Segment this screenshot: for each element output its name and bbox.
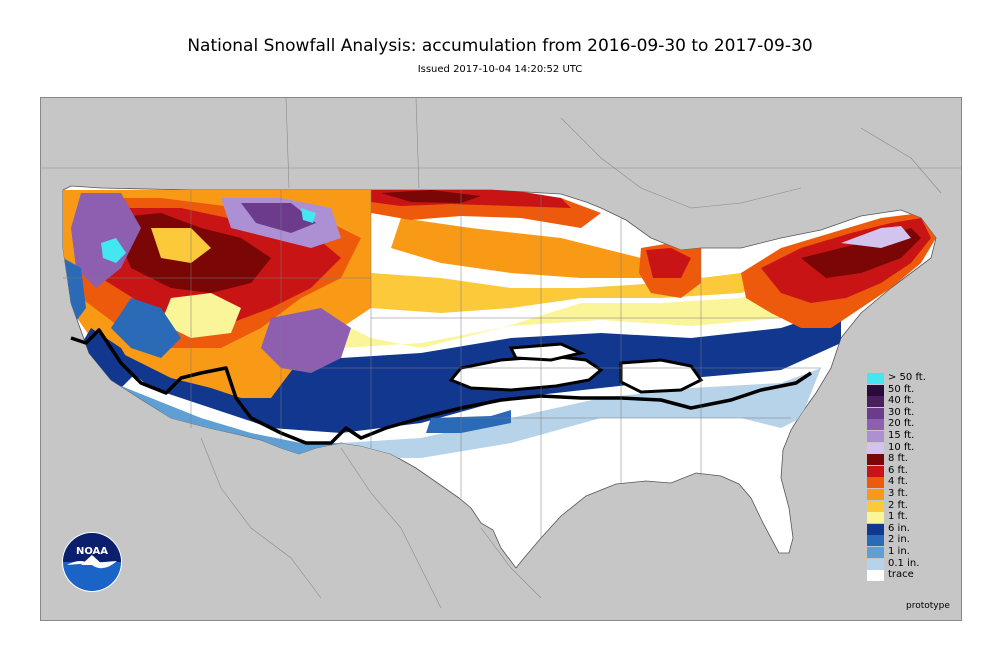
neighbor-land [41, 98, 961, 609]
legend-label: 1 in. [888, 546, 910, 557]
legend-swatch [867, 535, 884, 547]
legend-item: 10 ft. [867, 441, 957, 454]
legend-swatch [867, 407, 884, 419]
legend-label: 10 ft. [888, 441, 915, 453]
legend-swatch [867, 547, 884, 558]
legend-swatch [867, 454, 884, 466]
legend-swatch [867, 570, 884, 582]
legend-swatch [867, 396, 884, 408]
legend-swatch [867, 500, 884, 512]
legend-item: 50 ft. [867, 383, 957, 396]
legend-swatch [867, 512, 884, 524]
legend-item: 2 ft. [867, 499, 957, 512]
legend-label: 2 ft. [888, 499, 908, 511]
legend-item: 30 ft. [867, 406, 957, 419]
snow-boundary-line [70, 328, 812, 445]
legend-item: 20 ft. [867, 418, 957, 431]
legend-label: 40 ft. [888, 395, 915, 407]
legend-label: 2 in. [888, 534, 910, 546]
legend-item: 3 ft. [867, 488, 957, 500]
legend-label: 0.1 in. [888, 557, 920, 569]
legend-swatch [867, 442, 884, 454]
legend-label: 20 ft. [888, 418, 915, 430]
legend-label: 50 ft. [888, 383, 915, 395]
legend-label: trace [888, 569, 914, 581]
legend-swatch [867, 477, 884, 489]
legend-label: 1 ft. [888, 511, 908, 523]
legend-swatch [867, 373, 884, 384]
legend-swatch [867, 523, 884, 535]
legend-swatch [867, 384, 884, 396]
legend-label: 3 ft. [888, 488, 908, 499]
legend-item: 2 in. [867, 534, 957, 547]
issued-timestamp: Issued 2017-10-04 14:20:52 UTC [417, 64, 583, 75]
snowfall-layers [63, 190, 936, 458]
legend-item: 1 in. [867, 546, 957, 558]
map-canvas [41, 98, 961, 609]
state-borders [63, 190, 821, 538]
legend-item: 40 ft. [867, 395, 957, 408]
legend-swatch [867, 431, 884, 442]
legend-label: 15 ft. [888, 430, 915, 441]
snowfall-map[interactable] [40, 97, 962, 621]
legend-label: 30 ft. [888, 406, 915, 418]
map-title: National Snowfall Analysis: accumulation… [187, 36, 813, 56]
legend-swatch [867, 558, 884, 570]
legend-label: 6 in. [888, 522, 910, 534]
legend-item: 4 ft. [867, 476, 957, 489]
noaa-logo-text: NOAA [76, 546, 108, 557]
legend-item: trace [867, 569, 957, 582]
legend-item: 6 in. [867, 522, 957, 535]
prototype-label: prototype [906, 601, 950, 611]
legend-swatch [867, 489, 884, 500]
legend-item: > 50 ft. [867, 372, 957, 384]
legend-item: 0.1 in. [867, 557, 957, 570]
legend-label: 8 ft. [888, 453, 908, 465]
legend-swatch [867, 465, 884, 477]
noaa-logo: NOAA [62, 532, 122, 592]
legend-item: 6 ft. [867, 464, 957, 477]
legend-label: 6 ft. [888, 464, 908, 476]
legend-label: 4 ft. [888, 476, 908, 488]
legend-item: 15 ft. [867, 430, 957, 442]
legend-swatch [867, 419, 884, 431]
legend-label: > 50 ft. [888, 372, 926, 383]
legend-item: 1 ft. [867, 511, 957, 524]
legend-item: 8 ft. [867, 453, 957, 466]
